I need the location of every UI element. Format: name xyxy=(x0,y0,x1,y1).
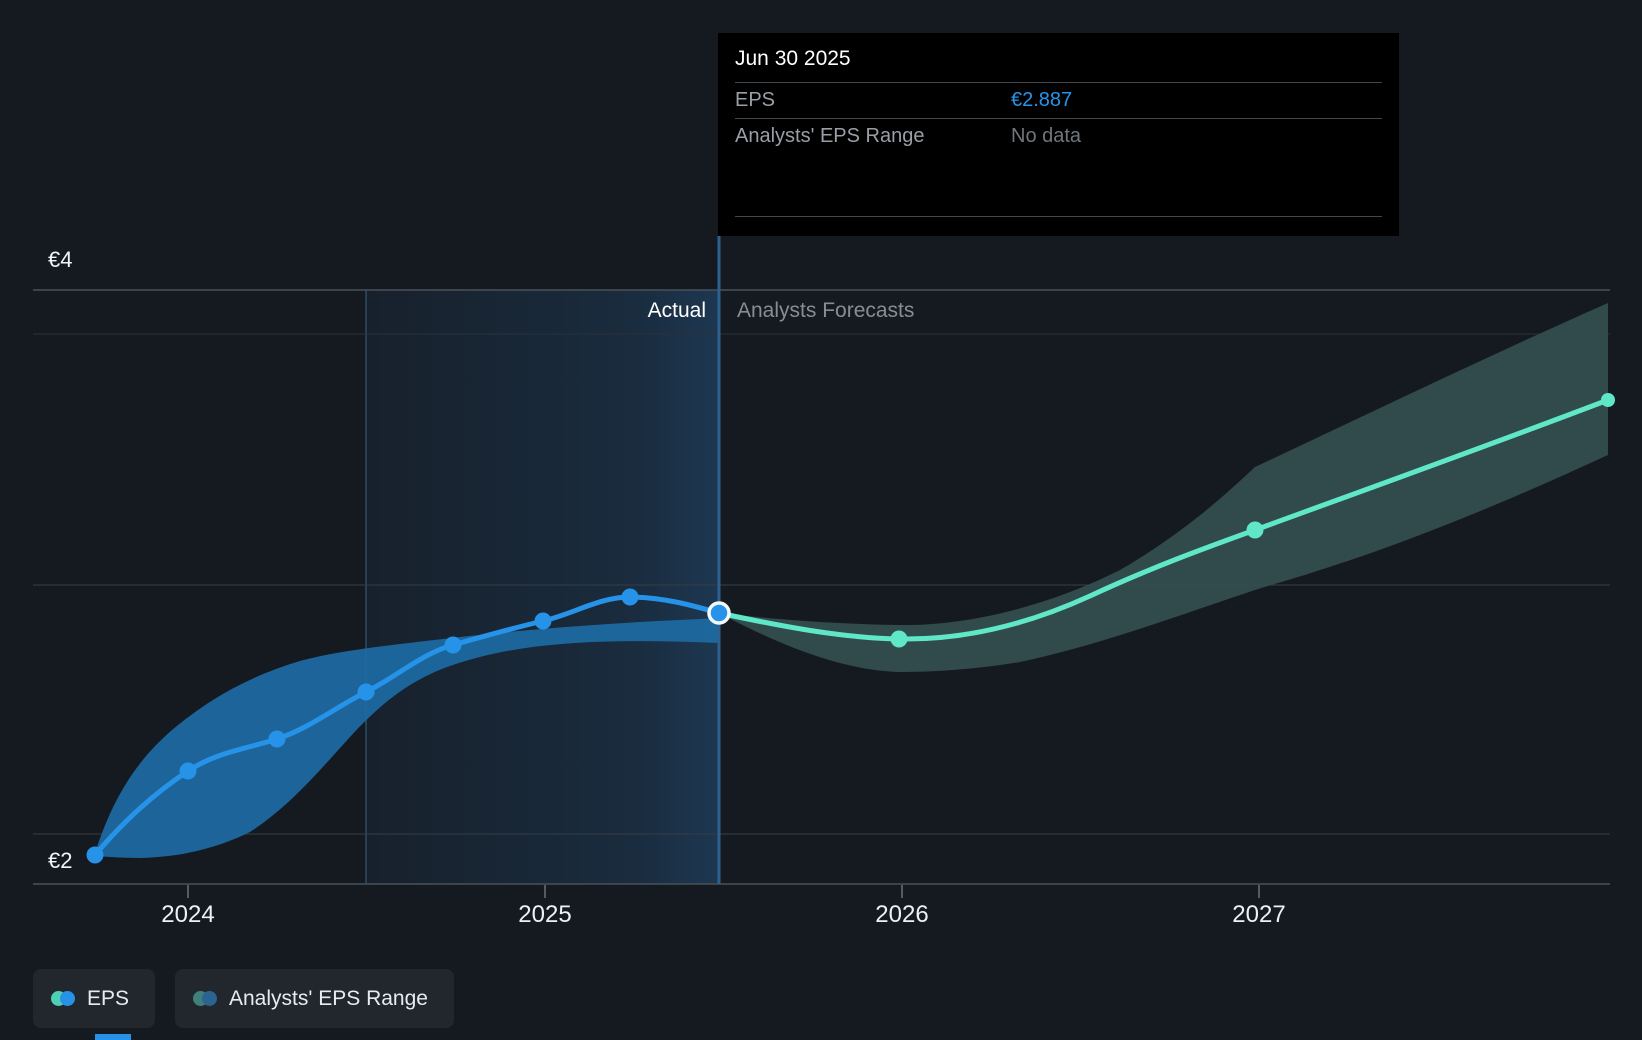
tooltip-spacer xyxy=(718,154,1399,216)
range-actual-dot-icon xyxy=(202,991,217,1006)
x-axis-label-2024: 2024 xyxy=(161,901,215,928)
tooltip-divider xyxy=(735,118,1382,119)
tooltip-row-eps: EPS €2.887 xyxy=(718,83,1399,118)
eps-actual-points[interactable] xyxy=(86,588,639,864)
tooltip-divider xyxy=(735,82,1382,83)
forecast-range-band xyxy=(719,303,1608,672)
x-axis-label-2027: 2027 xyxy=(1232,901,1286,928)
tooltip-range-value: No data xyxy=(1011,125,1082,147)
legend-eps-label: EPS xyxy=(87,986,130,1010)
legend-item-eps[interactable]: EPS xyxy=(33,969,156,1028)
tooltip-row-range: Analysts' EPS Range No data xyxy=(718,119,1399,154)
tooltip-range-label: Analysts' EPS Range xyxy=(735,125,925,147)
x-axis-ticks xyxy=(187,885,1260,898)
x-axis-label-2025: 2025 xyxy=(518,901,572,928)
eps-actual-dot-icon xyxy=(60,991,75,1006)
tooltip-bottom-divider xyxy=(735,216,1382,217)
legend-item-eps-range[interactable]: Analysts' EPS Range xyxy=(175,969,454,1028)
actual-highlight-region xyxy=(366,290,719,884)
actual-range-band xyxy=(95,618,719,858)
selected-point[interactable] xyxy=(707,601,731,625)
eps-forecast-line xyxy=(716,397,1611,642)
tooltip-date: Jun 30 2025 xyxy=(735,47,851,70)
analysts-forecasts-label: Analysts Forecasts xyxy=(737,299,915,322)
bottom-cutoff-element xyxy=(95,1034,131,1040)
tooltip-eps-value: €2.887 xyxy=(1011,89,1073,111)
x-axis-label-2026: 2026 xyxy=(875,901,929,928)
y-axis-label-4: €4 xyxy=(48,247,73,272)
tooltip-eps-label: EPS xyxy=(735,89,776,111)
actual-label: Actual xyxy=(647,299,706,322)
legend-eps-range-label: Analysts' EPS Range xyxy=(229,986,428,1010)
chart-tooltip: Jun 30 2025 EPS €2.887 Analysts' EPS Ran… xyxy=(718,33,1399,236)
eps-forecast-points[interactable] xyxy=(890,393,1616,648)
y-axis-label-2: €2 xyxy=(48,848,73,873)
